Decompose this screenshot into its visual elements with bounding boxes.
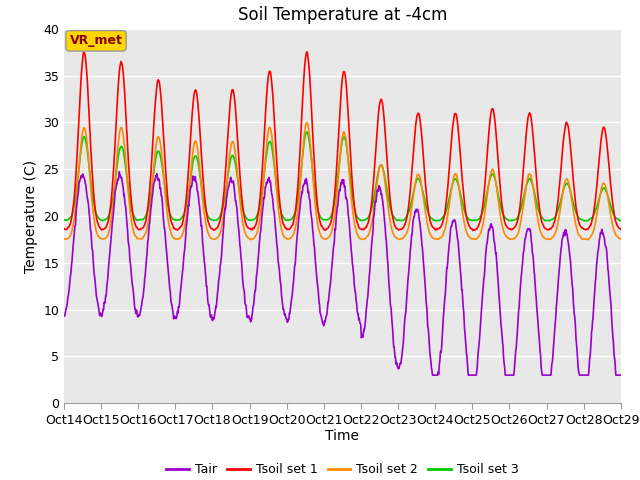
- Legend: Tair, Tsoil set 1, Tsoil set 2, Tsoil set 3: Tair, Tsoil set 1, Tsoil set 2, Tsoil se…: [161, 458, 524, 480]
- Title: Soil Temperature at -4cm: Soil Temperature at -4cm: [237, 6, 447, 24]
- X-axis label: Time: Time: [325, 430, 360, 444]
- Y-axis label: Temperature (C): Temperature (C): [24, 159, 38, 273]
- Text: VR_met: VR_met: [70, 35, 122, 48]
